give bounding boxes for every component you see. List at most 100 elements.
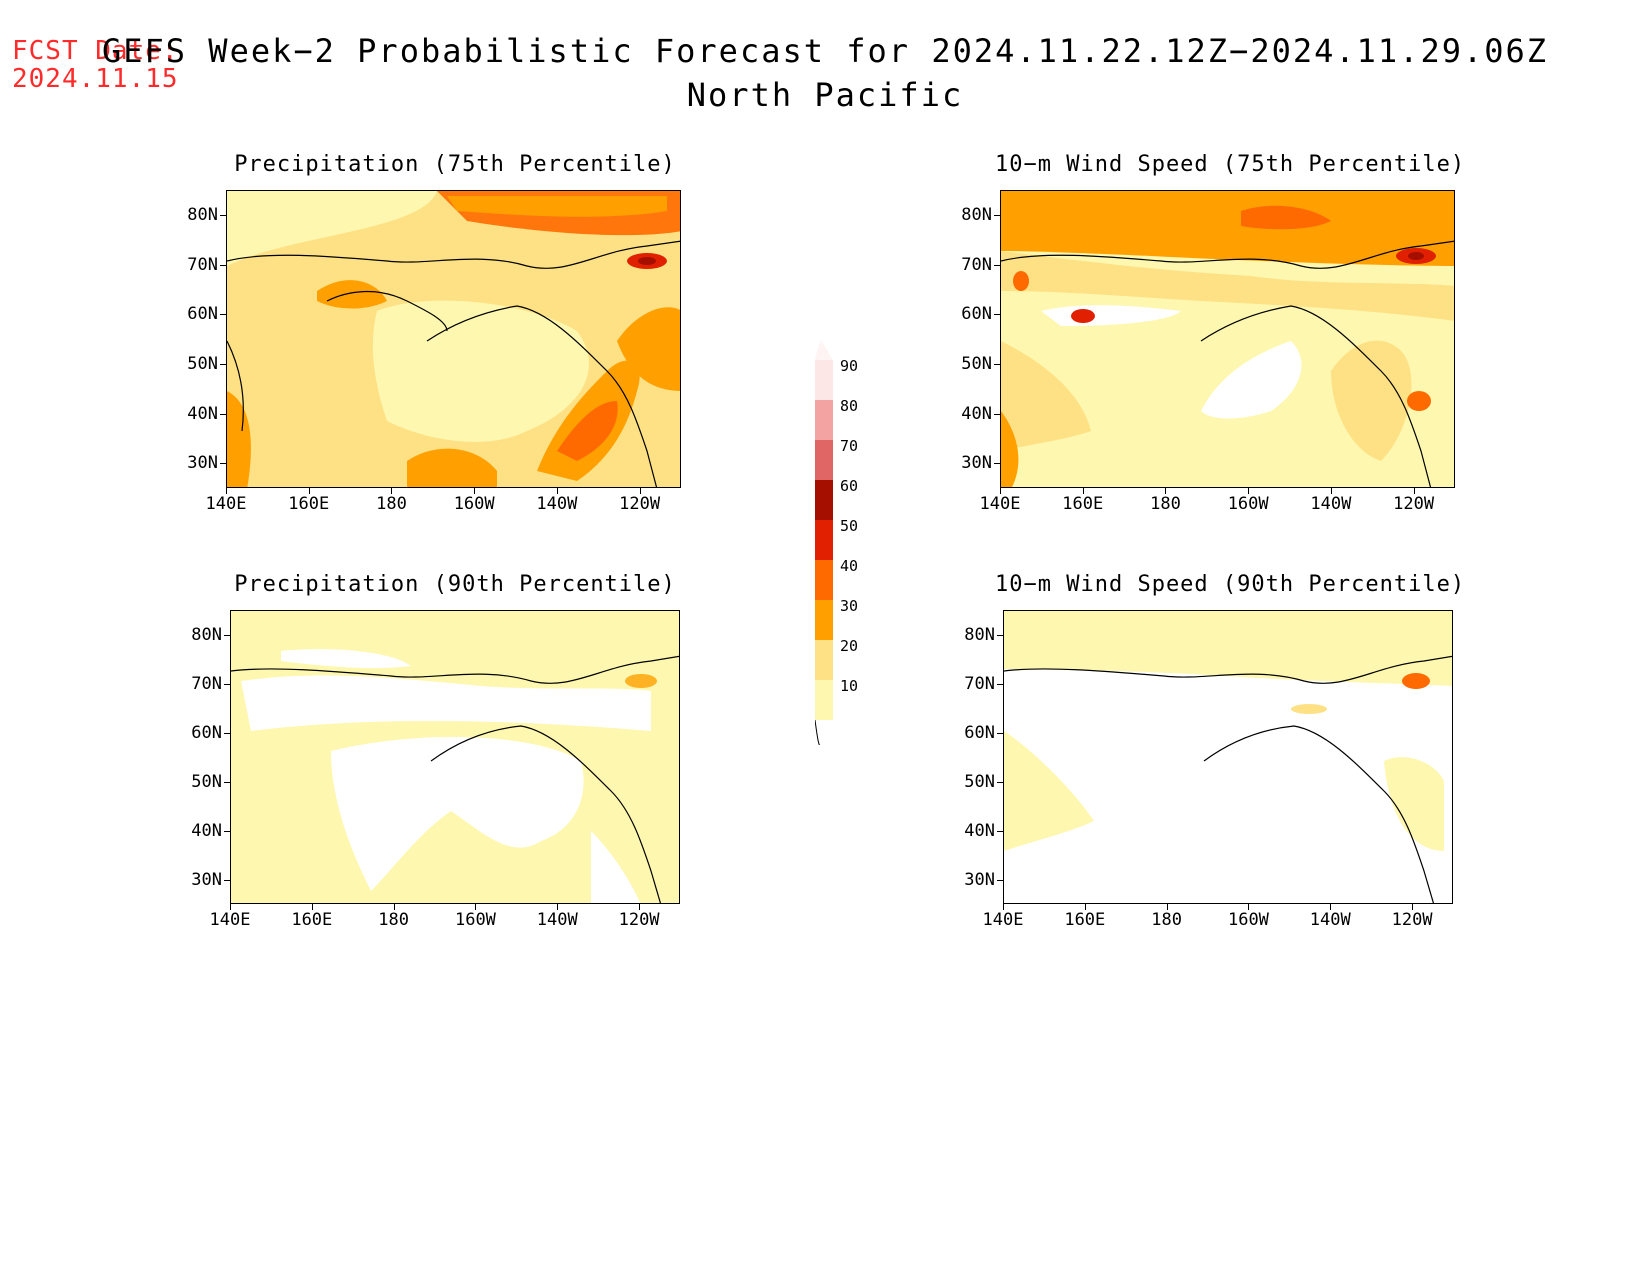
lon-tick (308, 488, 310, 494)
lon-tick (1248, 904, 1250, 910)
lon-label: 120W (1391, 910, 1433, 930)
lat-label: 60N (961, 304, 992, 325)
map-wind75 (1000, 190, 1455, 488)
lon-label: 160W (1227, 910, 1269, 930)
lon-label: 180 (376, 494, 407, 514)
colorbar-segment (815, 400, 833, 440)
lon-label: 120W (618, 910, 660, 930)
lat-tick (220, 314, 226, 316)
lat-tick (220, 214, 226, 216)
lon-label: 140E (209, 910, 251, 930)
colorbar-cap-top (815, 340, 833, 360)
colorbar-label: 20 (840, 637, 859, 655)
lat-label: 40N (961, 403, 992, 424)
lon-label: 160E (1064, 910, 1106, 930)
lat-tick (224, 683, 230, 685)
panel-title-wind90: 10−m Wind Speed (90th Percentile) (995, 572, 1466, 597)
lon-label: 120W (619, 494, 661, 514)
lat-label: 50N (961, 353, 992, 374)
lat-tick (994, 463, 1000, 465)
colorbar-segment (815, 480, 833, 520)
lon-label: 160W (453, 494, 495, 514)
lon-label: 140W (536, 910, 578, 930)
lat-label: 30N (964, 869, 995, 890)
colorbar (814, 340, 835, 747)
lat-tick (997, 634, 1003, 636)
lat-label: 50N (964, 771, 995, 792)
colorbar-cap-bottom (814, 719, 822, 747)
lon-label: 140E (982, 910, 1024, 930)
colorbar-label: 30 (840, 597, 859, 615)
map-wind90 (1003, 610, 1453, 904)
lon-tick (1330, 488, 1332, 494)
lat-label: 80N (964, 624, 995, 645)
lon-tick (639, 904, 641, 910)
lon-label: 180 (1151, 910, 1182, 930)
lon-tick (1330, 904, 1332, 910)
lon-tick (311, 904, 313, 910)
lon-label: 160E (288, 494, 330, 514)
lat-tick (220, 413, 226, 415)
colorbar-segment (815, 680, 833, 720)
lat-tick (994, 314, 1000, 316)
lat-label: 50N (187, 353, 218, 374)
lon-tick (391, 488, 393, 494)
lon-tick (1248, 488, 1250, 494)
lat-label: 70N (187, 254, 218, 275)
lat-tick (994, 214, 1000, 216)
colorbar-label: 90 (840, 357, 859, 375)
lon-tick (475, 904, 477, 910)
colorbar-label: 10 (840, 677, 859, 695)
colorbar-segment (815, 440, 833, 480)
fcst-date: 2024.11.15 (12, 64, 179, 94)
lat-tick (997, 879, 1003, 881)
lon-label: 160E (291, 910, 333, 930)
panel-title-precip75: Precipitation (75th Percentile) (234, 152, 676, 177)
lat-label: 50N (191, 771, 222, 792)
lat-label: 30N (187, 453, 218, 474)
page-title: GEFS Week−2 Probabilistic Forecast for 2… (101, 32, 1549, 70)
lon-label: 160E (1062, 494, 1104, 514)
lat-label: 70N (964, 673, 995, 694)
map-precip75 (226, 190, 681, 488)
lat-tick (994, 363, 1000, 365)
lon-label: 120W (1393, 494, 1435, 514)
colorbar-segment (815, 640, 833, 680)
lat-label: 80N (187, 204, 218, 225)
lat-tick (224, 830, 230, 832)
lon-tick (1000, 488, 1001, 494)
lat-tick (994, 413, 1000, 415)
map-precip90 (230, 610, 680, 904)
lon-tick (556, 488, 558, 494)
lat-tick (224, 781, 230, 783)
panel-title-precip90: Precipitation (90th Percentile) (234, 572, 676, 597)
lon-label: 140E (979, 494, 1021, 514)
lon-tick (1412, 904, 1414, 910)
colorbar-segment (815, 360, 833, 400)
lon-label: 140W (1310, 494, 1352, 514)
lat-tick (224, 732, 230, 734)
lon-tick (226, 488, 227, 494)
colorbar-label: 60 (840, 477, 859, 495)
colorbar-label: 70 (840, 437, 859, 455)
lon-label: 140W (536, 494, 578, 514)
lon-tick (1413, 488, 1415, 494)
colorbar-label: 40 (840, 557, 859, 575)
lon-label: 180 (1150, 494, 1181, 514)
colorbar-segment (815, 600, 833, 640)
lon-label: 140W (1309, 910, 1351, 930)
colorbar-label: 50 (840, 517, 859, 535)
lat-tick (224, 879, 230, 881)
lat-tick (997, 781, 1003, 783)
lon-tick (1165, 488, 1167, 494)
lon-tick (393, 904, 395, 910)
lat-label: 70N (961, 254, 992, 275)
lon-tick (1082, 488, 1084, 494)
lat-tick (997, 732, 1003, 734)
lon-tick (474, 488, 476, 494)
lat-label: 70N (191, 673, 222, 694)
lon-tick (1084, 904, 1086, 910)
lon-tick (230, 904, 231, 910)
lat-tick (997, 830, 1003, 832)
lon-label: 160W (1227, 494, 1269, 514)
